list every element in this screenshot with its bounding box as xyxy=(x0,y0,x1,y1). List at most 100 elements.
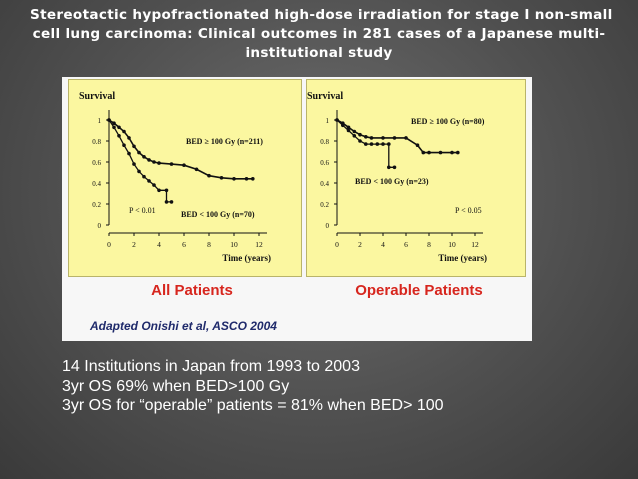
title-line-1: Stereotactic hypofractionated high-dose … xyxy=(30,7,613,23)
survival-curve-1 xyxy=(336,119,458,154)
data-point xyxy=(244,177,249,181)
data-point xyxy=(147,158,151,162)
data-point xyxy=(117,125,121,130)
title-line-2: cell lung carcinoma: Clinical outcomes i… xyxy=(32,26,606,42)
legend-label-1: BED ≥ 100 Gy (n=211) xyxy=(186,137,263,146)
data-point xyxy=(132,162,136,166)
data-point xyxy=(369,136,374,140)
chart-operable-patients-box: Survival 0 0.2 0.4 0.6 0.8 1 0 2 4 6 8 10 12 Time (yea… xyxy=(306,79,526,277)
x-tick-label: 4 xyxy=(157,240,161,249)
data-point xyxy=(112,125,116,130)
p-value-annotation: P < 0.01 xyxy=(129,206,156,215)
survival-curve-2 xyxy=(108,119,172,203)
data-point xyxy=(137,169,141,174)
y-tick-label: 0.6 xyxy=(320,159,329,167)
data-point xyxy=(127,151,131,156)
y-tick-label: 0.6 xyxy=(92,159,101,167)
data-point xyxy=(358,139,362,143)
data-point xyxy=(122,143,126,147)
data-point xyxy=(456,150,460,155)
data-point xyxy=(346,125,351,130)
data-point xyxy=(142,174,146,179)
data-point xyxy=(164,200,169,204)
data-point xyxy=(132,144,136,149)
data-point xyxy=(421,150,426,155)
data-point xyxy=(251,177,255,181)
y-tick-label: 0.2 xyxy=(320,201,329,209)
data-point xyxy=(169,162,174,166)
data-point xyxy=(335,118,339,122)
data-point xyxy=(207,173,211,178)
data-point xyxy=(352,134,357,138)
data-point xyxy=(142,155,146,159)
chart-all-patients-box: Survival 0 0.2 0.4 0.6 0.8 1 0 2 4 6 8 10 12 Time (yea… xyxy=(68,79,302,277)
data-point xyxy=(219,176,224,180)
data-point xyxy=(164,188,169,193)
figure-panel: Survival 0 0.2 0.4 0.6 0.8 1 0 2 4 6 8 10 12 Time (yea… xyxy=(62,77,532,341)
data-point xyxy=(341,123,345,128)
y-tick-label: 0.8 xyxy=(320,138,329,146)
y-tick-label: 1 xyxy=(98,117,102,125)
data-point xyxy=(387,142,391,146)
data-point xyxy=(375,142,380,146)
data-point xyxy=(352,129,357,134)
x-tick-label: 8 xyxy=(207,240,211,249)
data-point xyxy=(194,167,199,172)
data-point xyxy=(450,150,454,155)
x-tick-label: 10 xyxy=(448,240,456,249)
data-point xyxy=(404,136,408,140)
data-point xyxy=(415,143,420,147)
y-tick-label: 0.2 xyxy=(92,201,101,209)
y-tick-label: 0.4 xyxy=(92,180,101,188)
data-point xyxy=(427,150,431,155)
data-point xyxy=(137,150,141,155)
legend-label-2: BED < 100 Gy (n=70) xyxy=(181,210,255,219)
data-point xyxy=(157,161,161,165)
y-tick-label: 0.4 xyxy=(320,180,329,188)
x-tick-label: 2 xyxy=(358,240,362,249)
y-tick-label: 0.8 xyxy=(92,138,101,146)
data-point xyxy=(364,142,368,146)
bullet-item: 3yr OS for “operable” patients = 81% whe… xyxy=(62,397,444,414)
data-point xyxy=(346,128,351,133)
legend-label-2: BED < 100 Gy (n=23) xyxy=(355,177,429,186)
bullet-item: 14 Institutions in Japan from 1993 to 20… xyxy=(62,358,360,375)
x-tick-label: 0 xyxy=(107,240,111,249)
data-point xyxy=(392,136,397,140)
caption-all-patients: All Patients xyxy=(151,282,233,299)
p-value-annotation: P < 0.05 xyxy=(455,206,482,215)
data-point xyxy=(182,163,186,167)
x-tick-label: 6 xyxy=(182,240,186,249)
data-point xyxy=(152,183,156,187)
data-point xyxy=(381,136,385,140)
data-point xyxy=(147,179,151,183)
data-point xyxy=(122,129,126,134)
data-point xyxy=(127,136,131,140)
slide-title: Stereotactic hypofractionated high-dose … xyxy=(30,6,613,63)
data-point xyxy=(169,200,174,204)
y-tick-label: 0 xyxy=(326,222,330,230)
data-point xyxy=(369,142,374,146)
data-point xyxy=(232,177,236,181)
title-line-3: institutional study xyxy=(245,45,393,61)
bullet-item: 3yr OS 69% when BED>100 Gy xyxy=(62,377,290,395)
caption-operable-patients: Operable Patients xyxy=(355,282,483,299)
x-axis-label: Time (years) xyxy=(222,253,271,263)
chart-title: Survival xyxy=(79,91,115,102)
x-tick-label: 6 xyxy=(404,240,408,249)
source-credit: Adapted Onishi et al, ASCO 2004 xyxy=(90,319,277,333)
x-axis-label: Time (years) xyxy=(438,253,487,263)
x-tick-label: 8 xyxy=(427,240,431,249)
data-point xyxy=(381,142,385,146)
data-point xyxy=(112,121,116,125)
bullet-list: 14 Institutions in Japan from 1993 to 20… xyxy=(62,357,444,416)
data-point xyxy=(117,134,121,138)
data-point xyxy=(364,135,368,139)
data-point xyxy=(157,188,161,193)
data-point xyxy=(152,160,156,164)
x-tick-label: 12 xyxy=(471,240,479,249)
data-point xyxy=(107,118,111,122)
data-point xyxy=(387,165,391,170)
